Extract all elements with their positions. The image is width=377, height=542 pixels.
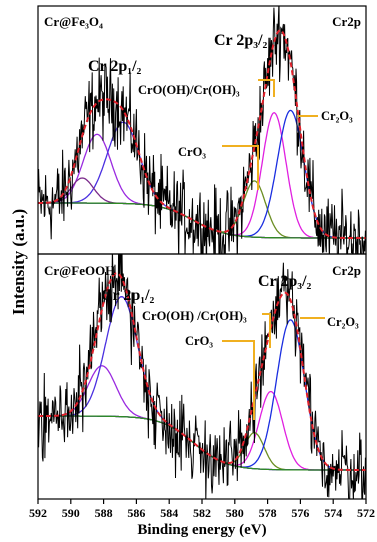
bottom-peak-label-2p12: Cr 2p₁/₂ (101, 287, 155, 304)
x-tick-label: 572 (357, 506, 375, 520)
bottom-label-cr2o3: Cr₂O₃ (327, 315, 359, 329)
fit-envelope (38, 272, 366, 471)
top-peak-label-2p32: Cr 2p₃/₂ (214, 32, 268, 49)
bottom-leader-lines (222, 313, 325, 420)
bottom-panel: Cr@FeOOH Cr2p Cr 2p₁/₂ Cr 2p₃/₂ CrO(OH) … (37, 253, 367, 500)
top-leader-crooh (258, 79, 275, 97)
top-region-label: Cr2p (332, 14, 361, 29)
bottom-label-cro3: CrO₃ (185, 334, 213, 348)
top-panel: Cr@Fe₃O₄ Cr2p Cr 2p₁/₂ Cr 2p₃/₂ CrO(OH)/… (37, 5, 367, 255)
x-tick-label: 576 (291, 506, 309, 520)
bottom-label-crooh: CrO(OH) /Cr(OH)₃ (142, 309, 247, 323)
bottom-leader-crooh (262, 313, 271, 348)
top-sample-label: Cr@Fe₃O₄ (44, 14, 103, 29)
top-label-crooh: CrO(OH)/Cr(OH)₃ (138, 83, 240, 97)
x-tick-label: 584 (160, 506, 178, 520)
top-label-cro3: CrO₃ (178, 145, 206, 159)
bottom-peak-label-2p32: Cr 2p₃/₂ (258, 273, 312, 290)
top-leader-cro3 (222, 145, 259, 190)
top-peak-label-2p12: Cr 2p₁/₂ (88, 58, 142, 75)
x-axis: 592 590 588 586 584 582 580 578 576 574 572 (29, 499, 375, 520)
bottom-plot-area (38, 254, 366, 499)
x-tick-label: 592 (29, 506, 47, 520)
component-peak-2 (38, 109, 366, 239)
fit-envelope (38, 29, 366, 239)
x-tick-label: 582 (193, 506, 211, 520)
raw-spectrum (38, 6, 366, 254)
top-leader-lines (222, 79, 318, 190)
bottom-sample-label: Cr@FeOOH (44, 263, 115, 278)
top-label-cr2o3: Cr₂O₃ (321, 109, 353, 123)
x-tick-label: 574 (324, 506, 342, 520)
raw-spectrum (38, 254, 366, 499)
x-tick-label: 580 (226, 506, 244, 520)
x-tick-label: 588 (95, 506, 113, 520)
y-axis-label: Intensity (a.u.) (9, 209, 28, 315)
bottom-leader-cro3 (222, 340, 255, 420)
bottom-region-label: Cr2p (332, 263, 361, 278)
x-axis-label: Binding energy (eV) (137, 522, 266, 538)
top-plot-area (38, 6, 366, 254)
x-tick-label: 586 (127, 506, 145, 520)
x-tick-label: 578 (259, 506, 277, 520)
x-tick-label: 590 (62, 506, 80, 520)
